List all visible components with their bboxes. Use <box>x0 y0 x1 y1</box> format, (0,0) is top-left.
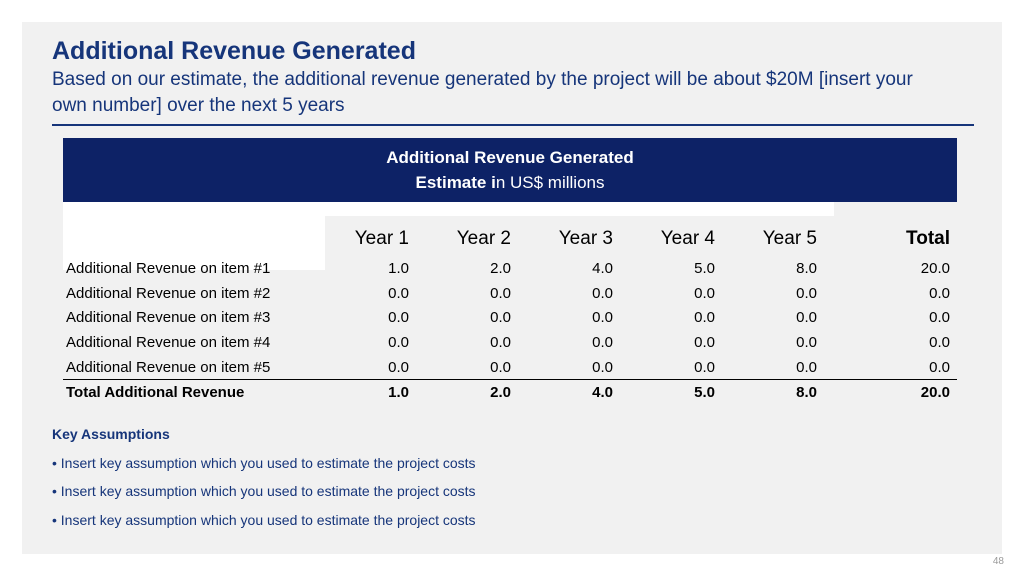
row-label: Additional Revenue on item #3 <box>66 309 271 327</box>
header-year-3: Year 3 <box>558 228 613 249</box>
table-spacer-row <box>63 202 834 216</box>
header-year-2: Year 2 <box>456 228 511 249</box>
cell-value: 0.0 <box>694 284 715 302</box>
page-number: 48 <box>992 556 1004 567</box>
cell-total: 0.0 <box>929 309 950 327</box>
header-total: Total <box>906 228 950 249</box>
total-value: 8.0 <box>733 379 835 406</box>
cell-total: 0.0 <box>929 358 950 376</box>
cell-value: 0.0 <box>592 284 613 302</box>
total-value: 2.0 <box>427 379 529 406</box>
cell-value: 0.0 <box>796 309 817 327</box>
table-header-blank-cell <box>63 216 325 270</box>
cell-value: 0.0 <box>592 333 613 351</box>
cell-value: 0.0 <box>796 284 817 302</box>
cell-value: 1.0 <box>388 259 409 277</box>
header-year-1: Year 1 <box>354 228 409 249</box>
row-label: Additional Revenue on item #1 <box>66 259 271 277</box>
cell-value: 0.0 <box>388 358 409 376</box>
banner-subtitle: Estimate in US$ millions <box>63 173 957 193</box>
table-row: Additional Revenue on item #4 0.0 0.0 0.… <box>63 330 957 355</box>
header-label-cell <box>63 216 325 256</box>
cell-total: 20.0 <box>920 259 950 277</box>
cell-total: 0.0 <box>929 284 950 302</box>
total-value: 4.0 <box>529 379 631 406</box>
table-total-row: Total Additional Revenue 1.0 2.0 4.0 5.0… <box>63 379 957 406</box>
cell-value: 0.0 <box>490 333 511 351</box>
table-banner: Additional Revenue Generated Estimate in… <box>63 138 957 202</box>
cell-value: 0.0 <box>388 333 409 351</box>
key-assumptions-heading: Key Assumptions <box>52 426 170 442</box>
cell-value: 0.0 <box>388 309 409 327</box>
cell-value: 4.0 <box>592 259 613 277</box>
total-row-label: Total Additional Revenue <box>63 379 325 406</box>
title-divider <box>52 124 974 126</box>
slide: Additional Revenue Generated Based on ou… <box>22 22 1002 554</box>
total-value: 5.0 <box>631 379 733 406</box>
cell-value: 5.0 <box>694 259 715 277</box>
cell-value: 8.0 <box>796 259 817 277</box>
grand-total: 20.0 <box>835 379 957 406</box>
cell-value: 2.0 <box>490 259 511 277</box>
cell-value: 0.0 <box>694 358 715 376</box>
slide-title: Additional Revenue Generated <box>52 37 416 65</box>
total-value: 1.0 <box>325 379 427 406</box>
table-row: Additional Revenue on item #1 1.0 2.0 4.… <box>63 256 957 281</box>
key-assumption-item: • Insert key assumption which you used t… <box>52 455 476 471</box>
banner-subtitle-bold: Estimate i <box>415 173 496 192</box>
header-year-5: Year 5 <box>762 228 817 249</box>
row-label: Additional Revenue on item #4 <box>66 333 271 351</box>
key-assumption-item: • Insert key assumption which you used t… <box>52 512 476 528</box>
cell-total: 0.0 <box>929 333 950 351</box>
table-row: Additional Revenue on item #5 0.0 0.0 0.… <box>63 355 957 380</box>
table-header-row: Year 1 Year 2 Year 3 Year 4 Year 5 Total <box>63 216 957 256</box>
row-label: Additional Revenue on item #2 <box>66 284 271 302</box>
slide-subtitle: Based on our estimate, the additional re… <box>52 69 913 116</box>
cell-value: 0.0 <box>490 358 511 376</box>
key-assumption-item: • Insert key assumption which you used t… <box>52 483 476 499</box>
revenue-table: Year 1 Year 2 Year 3 Year 4 Year 5 Total… <box>63 216 957 406</box>
cell-value: 0.0 <box>490 309 511 327</box>
banner-title: Additional Revenue Generated <box>386 148 634 167</box>
cell-value: 0.0 <box>592 309 613 327</box>
row-label: Additional Revenue on item #5 <box>66 358 271 376</box>
cell-value: 0.0 <box>490 284 511 302</box>
cell-value: 0.0 <box>592 358 613 376</box>
cell-value: 0.0 <box>694 309 715 327</box>
cell-value: 0.0 <box>694 333 715 351</box>
cell-value: 0.0 <box>796 333 817 351</box>
table-row: Additional Revenue on item #2 0.0 0.0 0.… <box>63 281 957 306</box>
cell-value: 0.0 <box>796 358 817 376</box>
header-year-4: Year 4 <box>660 228 715 249</box>
cell-value: 0.0 <box>388 284 409 302</box>
banner-subtitle-rest: n US$ millions <box>495 173 605 192</box>
table-row: Additional Revenue on item #3 0.0 0.0 0.… <box>63 305 957 330</box>
